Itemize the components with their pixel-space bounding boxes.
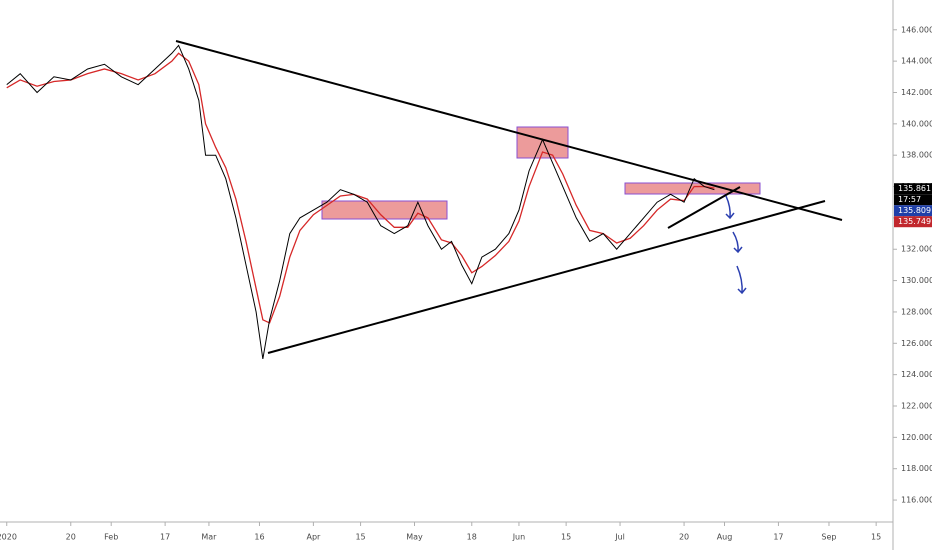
y-tick-label: 146.000: [901, 25, 932, 34]
price-label: 135.809: [898, 206, 931, 215]
x-tick-label: Aug: [717, 533, 733, 542]
x-tick-label: May: [406, 533, 423, 542]
y-tick-label: 144.000: [901, 57, 932, 66]
x-tick-label: Jun: [512, 533, 526, 542]
x-tick-label: 18: [467, 533, 477, 542]
y-tick-label: 130.000: [901, 276, 932, 285]
y-tick-label: 122.000: [901, 402, 932, 411]
x-tick-label: 20: [679, 533, 689, 542]
price-label-box: [894, 183, 932, 195]
x-tick-label: 16: [254, 533, 264, 542]
price-label: 17:57: [898, 195, 921, 204]
y-tick-label: 124.000: [901, 370, 932, 379]
y-tick-label: 142.000: [901, 88, 932, 97]
price-label-box: [894, 194, 932, 206]
x-tick-label: 17: [160, 533, 170, 542]
price-label-box: [894, 216, 932, 228]
y-tick-label: 126.000: [901, 339, 932, 348]
x-tick-label: Feb: [104, 533, 118, 542]
arrow: [732, 231, 743, 254]
y-tick-label: 132.000: [901, 245, 932, 254]
trend-line: [175, 40, 843, 221]
x-tick-label: Mar: [201, 533, 217, 542]
trend-line: [667, 186, 741, 229]
y-tick-label: 120.000: [901, 433, 932, 442]
zone: [321, 200, 448, 220]
x-tick-label: 20: [66, 533, 76, 542]
x-tick-label: 15: [871, 533, 881, 542]
x-tick-label: 15: [561, 533, 571, 542]
y-tick-label: 116.000: [901, 496, 932, 505]
y-tick-label: 140.000: [901, 119, 932, 128]
y-tick-label: 128.000: [901, 307, 932, 316]
arrow: [736, 265, 747, 295]
trend-line: [267, 200, 826, 354]
arrow: [725, 195, 735, 220]
x-tick-label: 15: [355, 533, 365, 542]
price-line: [6, 52, 715, 324]
arrows: [725, 195, 747, 295]
price-label: 135.749: [898, 217, 931, 226]
price-label-box: [894, 205, 932, 217]
x-tick-label: Apr: [306, 533, 321, 542]
price-label: 135.861: [898, 184, 931, 193]
x-tick-label: Jul: [614, 533, 625, 542]
price-line: [6, 44, 715, 360]
y-tick-label: 138.000: [901, 151, 932, 160]
x-tick-label: Sep: [821, 533, 836, 542]
x-tick-label: 17: [773, 533, 783, 542]
y-tick-label: 118.000: [901, 464, 932, 473]
